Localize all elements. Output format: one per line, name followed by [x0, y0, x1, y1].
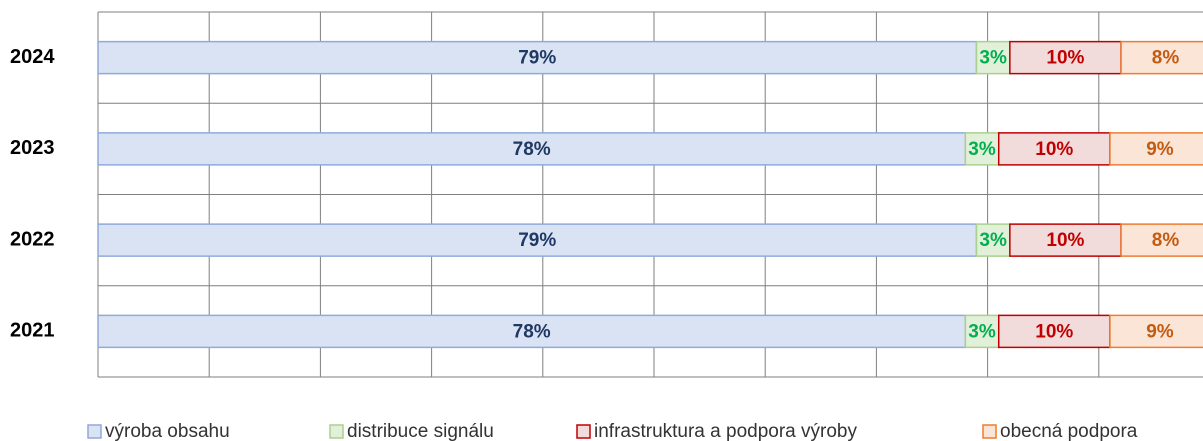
legend-swatch — [329, 424, 344, 439]
category-label: 2022 — [10, 228, 55, 250]
bar-segment — [964, 314, 1000, 349]
legend-label: výroba obsahu — [105, 421, 230, 441]
value-label: 3% — [968, 139, 996, 160]
bar-segment — [97, 132, 967, 166]
bar-segment — [975, 223, 1011, 257]
value-label: 10% — [1035, 321, 1073, 342]
category-label: 2021 — [10, 320, 55, 342]
value-label: 78% — [513, 321, 551, 342]
value-label: 10% — [1035, 139, 1073, 160]
bar-segment — [997, 314, 1111, 349]
value-label: 10% — [1046, 230, 1084, 251]
value-label: 10% — [1046, 48, 1084, 69]
legend-swatch — [576, 424, 591, 439]
bar-segment — [97, 40, 978, 75]
value-label: 3% — [979, 230, 1007, 251]
value-label: 9% — [1146, 321, 1174, 342]
legend-swatch — [982, 424, 997, 439]
bar-segment — [1120, 223, 1203, 257]
legend-swatch — [87, 424, 102, 439]
legend-label: infrastruktura a podpora výroby — [594, 421, 857, 441]
value-label: 79% — [518, 48, 556, 69]
bar-segment — [1109, 314, 1203, 349]
legend-label: distribuce signálu — [347, 421, 494, 441]
legend-label: obecná podpora — [1000, 421, 1138, 441]
bar-segment — [997, 132, 1111, 166]
value-label: 8% — [1152, 230, 1180, 251]
value-label: 9% — [1146, 139, 1174, 160]
value-label: 3% — [979, 48, 1007, 69]
value-label: 8% — [1152, 48, 1180, 69]
category-label: 2023 — [10, 137, 55, 159]
value-label: 79% — [518, 230, 556, 251]
bar-segment — [1120, 40, 1203, 75]
bar-segment — [964, 132, 1000, 166]
bar-segment — [97, 314, 967, 349]
value-label: 3% — [968, 321, 996, 342]
category-label: 2024 — [10, 46, 55, 68]
bar-segment — [1009, 40, 1122, 75]
bar-segment — [1109, 132, 1203, 166]
bar-segment — [97, 223, 978, 257]
value-label: 78% — [513, 139, 551, 160]
